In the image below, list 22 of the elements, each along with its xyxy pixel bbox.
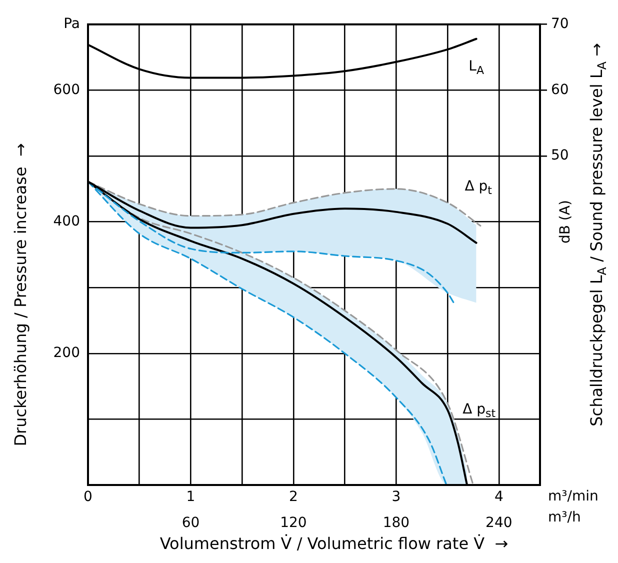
y-tick-label: Pa <box>64 16 80 32</box>
text: dB (A) <box>558 200 574 244</box>
x-tick-label: 2 <box>288 489 298 506</box>
x2-tick-label: 240 <box>486 515 512 532</box>
x-axis-title: Volumenstrom V̇ / Volumetric flow rate V̇ → <box>160 534 508 554</box>
x2-tick-label: 180 <box>382 515 410 532</box>
y-tick-label: 400 <box>53 213 80 230</box>
y2-tick-label: 60 <box>551 82 569 98</box>
y-tick-label: 200 <box>53 345 80 362</box>
y-axis-title: Druckerhöhung / Pressure increase → <box>11 143 30 446</box>
x2-tick-label: 120 <box>280 515 307 532</box>
text: m³/h <box>548 510 581 526</box>
y2-tick-label: 50 <box>551 148 569 164</box>
y-tick-label: 600 <box>53 82 80 98</box>
x-tick-label: 1 <box>186 489 196 506</box>
x-tick-label: 4 <box>494 489 504 506</box>
x2-tick-label: 60 <box>182 515 200 532</box>
y2-axis-title: Schalldruckpegel LA / Sound pressure level LA → <box>587 43 609 426</box>
x-tick-label: 3 <box>392 489 401 506</box>
text: m³/min <box>548 488 598 505</box>
y2-tick-label: 70 <box>551 16 569 32</box>
x-tick-label: 0 <box>84 489 92 506</box>
